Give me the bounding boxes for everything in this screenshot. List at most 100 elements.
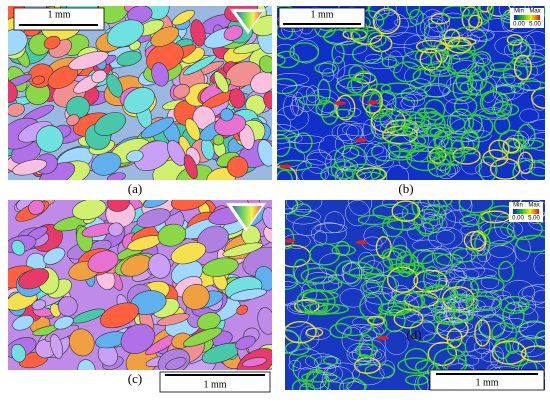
grain — [519, 78, 541, 92]
grain — [415, 39, 447, 54]
grain — [285, 200, 298, 214]
grain — [442, 82, 478, 105]
grain — [363, 141, 388, 168]
legend-ramp — [513, 209, 539, 214]
grain — [277, 114, 292, 135]
grain — [491, 295, 516, 319]
grain — [412, 68, 436, 85]
legend-max: 5.00 — [528, 216, 540, 222]
grain — [444, 54, 461, 64]
grain — [167, 140, 186, 166]
grain — [474, 319, 491, 347]
grain — [213, 71, 229, 94]
grain — [408, 111, 444, 128]
grain — [422, 212, 439, 230]
grain — [479, 320, 505, 339]
grain — [332, 56, 346, 80]
grain — [106, 73, 123, 98]
grain — [235, 335, 256, 350]
grain — [329, 322, 352, 339]
grain — [517, 80, 545, 91]
grain — [72, 200, 107, 221]
grain — [324, 211, 345, 233]
grain — [394, 17, 419, 28]
grain — [438, 68, 451, 95]
scale-bar-label: 1 mm — [475, 377, 498, 388]
grain — [479, 90, 504, 115]
grain — [414, 107, 430, 132]
grain — [151, 62, 169, 87]
grain — [446, 37, 472, 54]
grain — [492, 101, 512, 117]
grain — [285, 320, 317, 344]
grain — [435, 277, 449, 290]
grain — [108, 222, 124, 237]
grain — [292, 216, 322, 236]
grain — [527, 119, 545, 131]
grain — [463, 230, 486, 250]
scale-bar-label: 1 mm — [203, 379, 226, 390]
grain — [427, 200, 453, 208]
grain — [348, 266, 383, 279]
grain — [512, 335, 545, 358]
grain — [382, 250, 403, 270]
grain — [183, 154, 198, 180]
grain — [403, 291, 423, 313]
grain — [227, 156, 249, 178]
grain — [436, 320, 473, 333]
grain — [423, 98, 446, 121]
grain — [242, 357, 267, 368]
grain — [457, 354, 480, 367]
panel-label: (b) — [398, 181, 413, 196]
grain — [18, 268, 50, 290]
grain — [286, 209, 321, 225]
grain — [479, 6, 494, 22]
grain — [323, 355, 339, 366]
grain — [476, 305, 497, 318]
grain — [351, 346, 376, 363]
grain — [291, 379, 308, 390]
grain — [318, 134, 345, 161]
grain — [317, 78, 331, 105]
grain — [525, 52, 545, 76]
kam-map-b — [277, 6, 545, 180]
grain — [413, 269, 448, 293]
grain — [289, 135, 325, 144]
grain — [11, 239, 26, 256]
grain — [305, 85, 320, 103]
grain — [313, 230, 328, 246]
panel-label: (c) — [128, 371, 142, 386]
grain — [126, 150, 144, 163]
grain — [499, 103, 520, 116]
grain — [202, 257, 239, 277]
grain — [321, 101, 339, 125]
grain — [436, 230, 456, 245]
grain — [513, 130, 530, 149]
grain — [345, 200, 371, 227]
grain — [356, 167, 388, 180]
grain — [277, 50, 300, 69]
grain — [292, 258, 310, 284]
grain — [66, 114, 80, 126]
grain — [352, 363, 385, 386]
grain — [507, 39, 528, 54]
grain — [336, 64, 372, 91]
grain — [400, 96, 416, 110]
grain — [423, 66, 457, 77]
grain — [229, 88, 246, 109]
grain — [525, 31, 545, 51]
grain — [444, 98, 469, 116]
grain — [283, 94, 299, 121]
grain — [257, 139, 272, 167]
grain — [375, 155, 394, 169]
grain — [518, 320, 545, 340]
grain — [444, 162, 458, 177]
grain — [465, 238, 486, 257]
grain — [318, 61, 339, 77]
grain — [518, 321, 545, 338]
grain — [507, 138, 527, 149]
legend-min-label: Min — [514, 9, 524, 15]
grain — [250, 71, 272, 94]
grain — [405, 374, 429, 386]
